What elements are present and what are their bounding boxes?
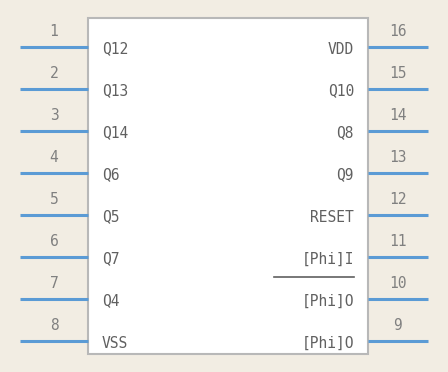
Text: [Phi]O: [Phi]O <box>302 336 354 350</box>
Text: Q8: Q8 <box>336 125 354 141</box>
Text: 12: 12 <box>389 192 407 206</box>
Text: Q5: Q5 <box>102 209 120 224</box>
Text: Q14: Q14 <box>102 125 128 141</box>
Text: 11: 11 <box>389 234 407 248</box>
Text: 9: 9 <box>394 317 402 333</box>
Text: 2: 2 <box>50 65 58 80</box>
Text: RESET: RESET <box>310 209 354 224</box>
Text: Q13: Q13 <box>102 83 128 99</box>
Text: Q12: Q12 <box>102 42 128 57</box>
Text: Q10: Q10 <box>328 83 354 99</box>
Text: 3: 3 <box>50 108 58 122</box>
Text: [Phi]I: [Phi]I <box>302 251 354 266</box>
Text: Q6: Q6 <box>102 167 120 183</box>
Text: 4: 4 <box>50 150 58 164</box>
Bar <box>88 18 368 354</box>
Text: Q4: Q4 <box>102 294 120 308</box>
Text: 14: 14 <box>389 108 407 122</box>
Text: VSS: VSS <box>102 336 128 350</box>
Text: Q9: Q9 <box>336 167 354 183</box>
Text: [Phi]O: [Phi]O <box>302 294 354 308</box>
Text: 16: 16 <box>389 23 407 38</box>
Text: Q7: Q7 <box>102 251 120 266</box>
Text: 5: 5 <box>50 192 58 206</box>
Text: 15: 15 <box>389 65 407 80</box>
Text: 10: 10 <box>389 276 407 291</box>
Text: 1: 1 <box>50 23 58 38</box>
Text: 8: 8 <box>50 317 58 333</box>
Text: VDD: VDD <box>328 42 354 57</box>
Text: 7: 7 <box>50 276 58 291</box>
Text: 13: 13 <box>389 150 407 164</box>
Text: 6: 6 <box>50 234 58 248</box>
